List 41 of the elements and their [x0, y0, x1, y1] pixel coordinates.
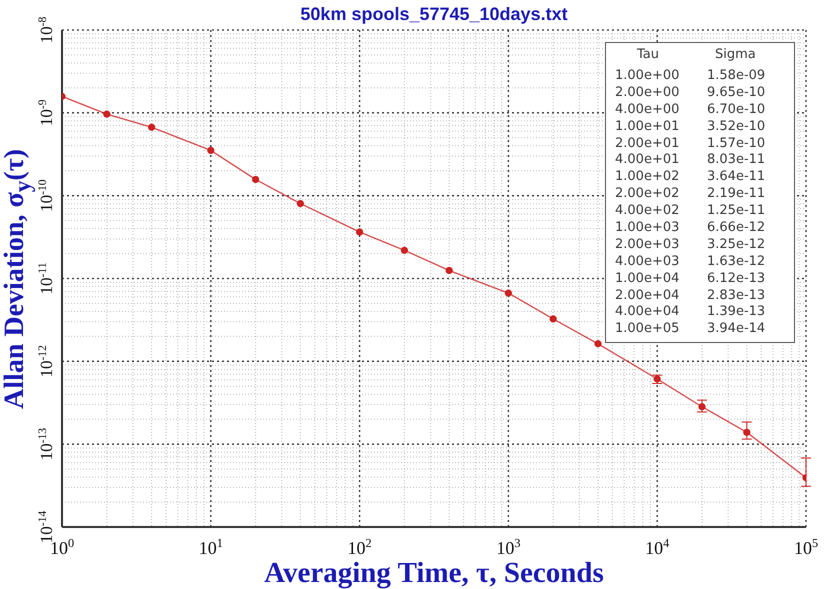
annotation: 1.00e+01 — [614, 118, 680, 136]
annotation: 1.58e-09 — [707, 68, 766, 85]
annotation: 1.25e-11 — [707, 203, 766, 220]
annotation: 2.00e+01 — [614, 136, 680, 152]
annotation: Sigma — [714, 46, 757, 64]
annotation: 1.63e-12 — [707, 254, 766, 271]
annotation: 3.94e-14 — [707, 321, 766, 338]
annotation: 1.00e+05 — [614, 321, 680, 338]
annotation: Tau — [636, 46, 660, 64]
x-axis-title: Averaging Time, τ, Seconds — [263, 557, 605, 589]
annotation: 1.00e+02 — [614, 169, 680, 186]
annotation: 3.64e-11 — [707, 169, 766, 186]
annotation: 6.12e-13 — [707, 270, 766, 288]
annotation: 2.00e+03 — [614, 236, 680, 254]
annotation: 2.00e+02 — [614, 186, 680, 204]
annotation: 8.03e-11 — [707, 152, 766, 170]
annotation: 4.00e+00 — [614, 102, 680, 119]
annotation: 3.25e-12 — [707, 236, 766, 254]
x-tick-label: 10$^{2}$ — [348, 536, 372, 558]
annotation: 2.83e-13 — [707, 288, 766, 304]
annotation: 1.00e+00 — [614, 68, 680, 85]
annotation: 1.57e-10 — [707, 136, 766, 152]
annotation: 2.00e+00 — [614, 84, 680, 102]
annotation: 6.66e-12 — [707, 220, 766, 237]
annotation: 1.00e+03 — [614, 220, 680, 237]
annotation: 1.00e+04 — [614, 270, 680, 288]
annotation: 1.39e-13 — [707, 304, 766, 322]
x-tick-label: 10$^{4}$ — [645, 536, 670, 558]
annotation: 2.00e+04 — [614, 288, 680, 304]
x-tick-label: 10$^{3}$ — [496, 536, 520, 558]
annotation: 4.00e+03 — [614, 254, 680, 271]
annotation: 4.00e+04 — [614, 304, 680, 322]
annotation: 9.65e-10 — [707, 84, 766, 102]
annotation: 4.00e+02 — [614, 203, 680, 220]
annotation: 2.19e-11 — [707, 186, 766, 204]
annotation: 6.70e-10 — [707, 102, 766, 119]
annotation: 4.00e+01 — [614, 152, 680, 170]
chart-title: 50km spools_57745_10days.txt — [299, 4, 569, 24]
x-tick-label: 10$^{5}$ — [794, 536, 818, 558]
x-tick-label: 10$^{1}$ — [198, 536, 223, 558]
annotation: 3.52e-10 — [707, 118, 766, 136]
